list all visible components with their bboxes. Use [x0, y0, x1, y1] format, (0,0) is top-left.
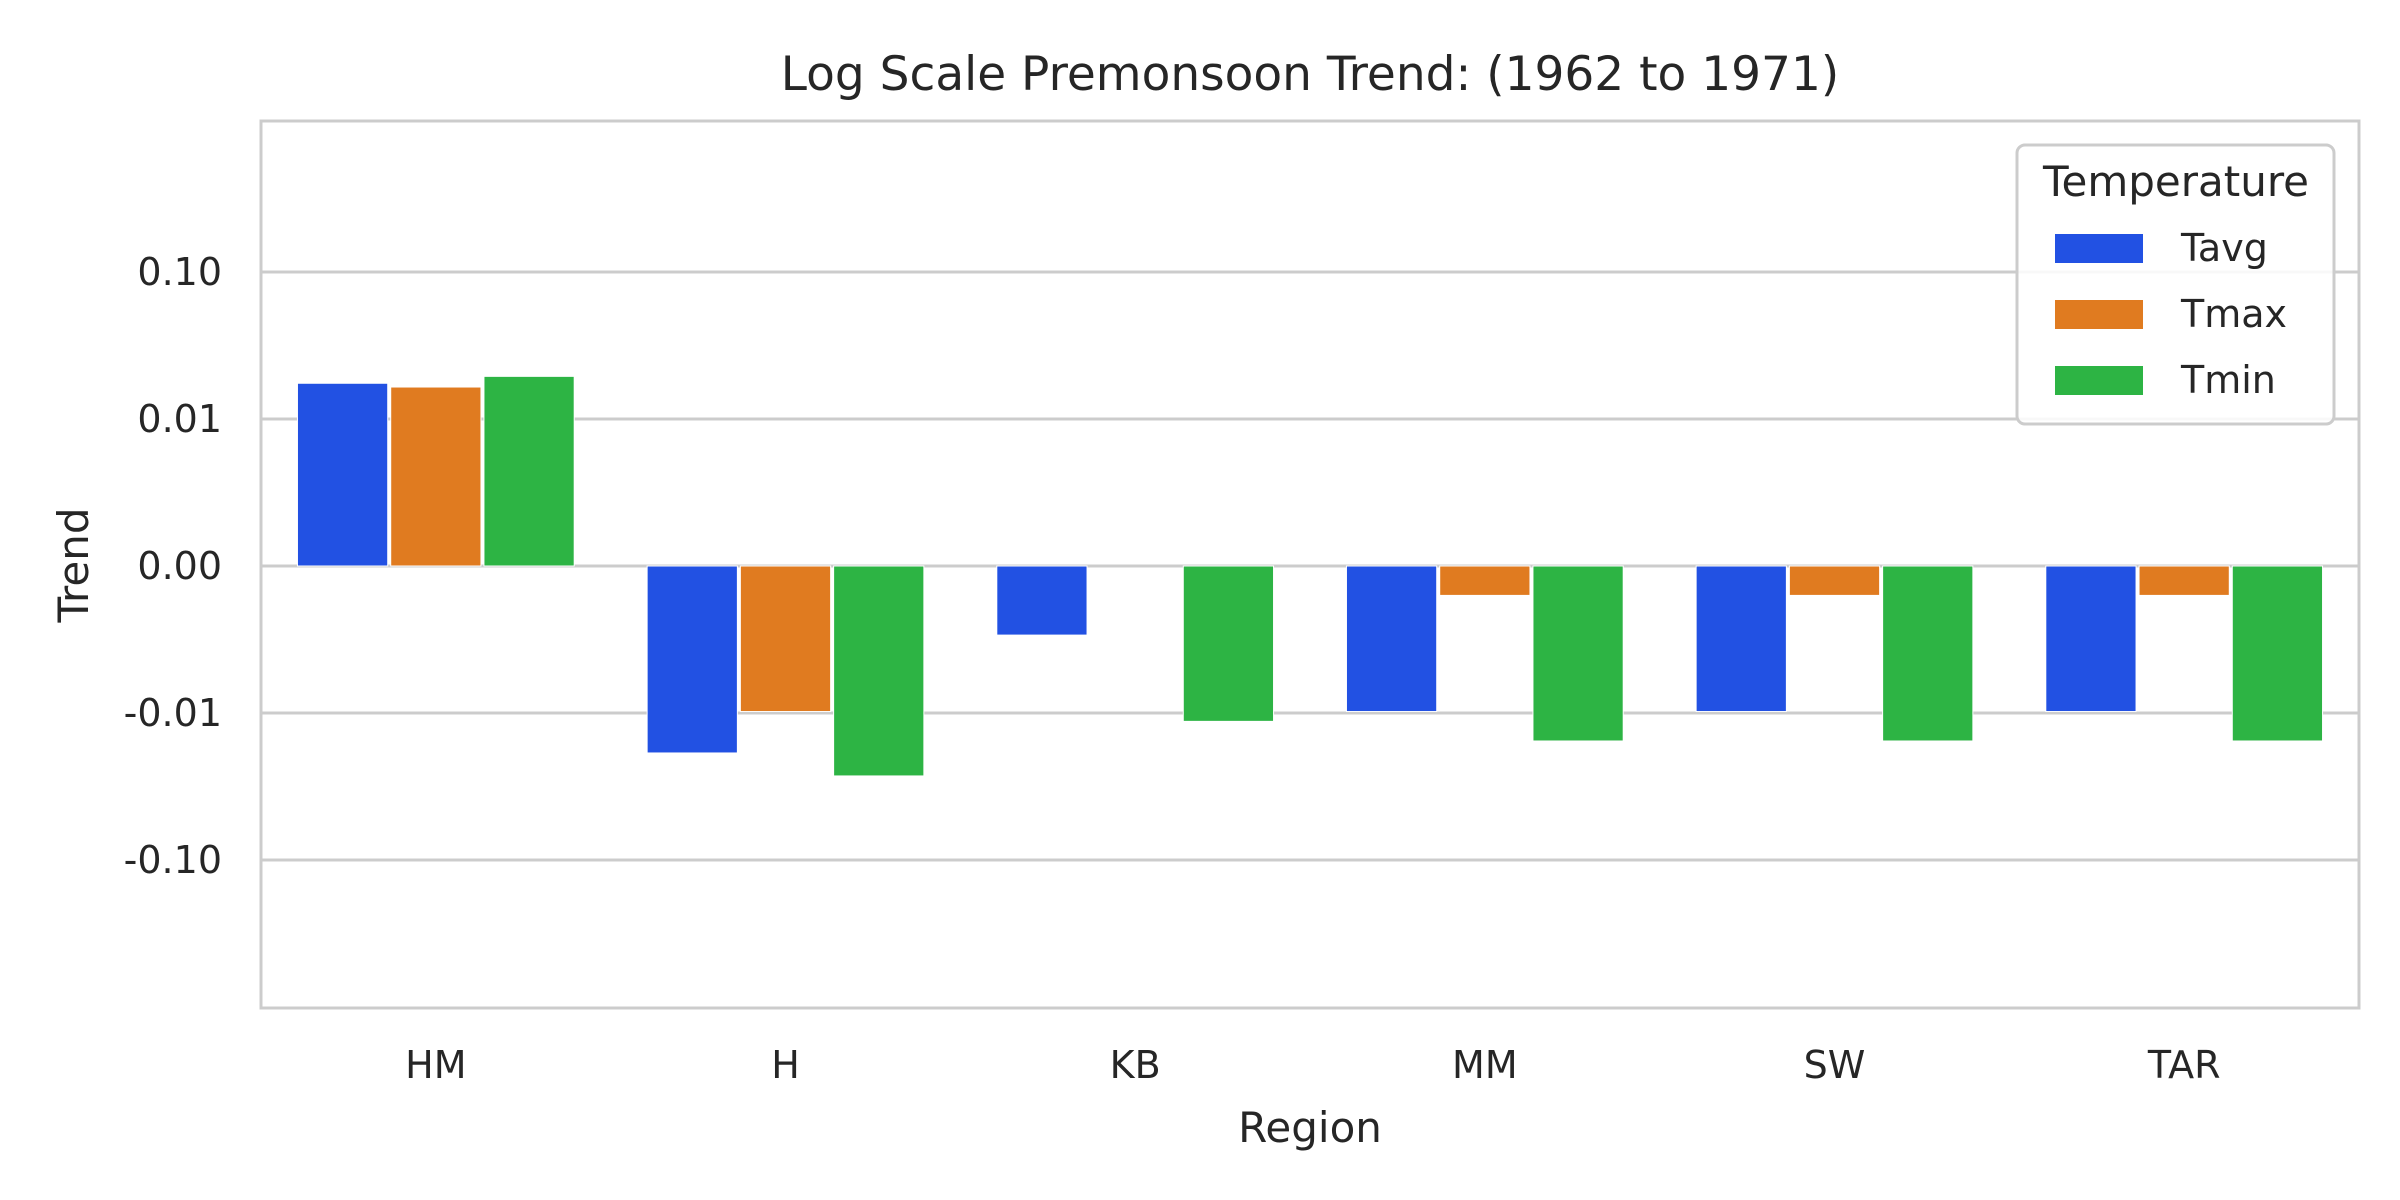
- x-tick-label: KB: [1110, 1043, 1161, 1087]
- legend-label-tmin: Tmin: [2180, 358, 2276, 402]
- bar-tmax-hm: [390, 386, 482, 567]
- x-tick-label: SW: [1804, 1043, 1866, 1087]
- y-axis-label: Trend: [49, 508, 98, 624]
- legend-swatch-tmax: [2055, 300, 2143, 329]
- legend-label-tavg: Tavg: [2180, 226, 2268, 270]
- bar-tmin-h: [833, 565, 925, 777]
- chart-title: Log Scale Premonsoon Trend: (1962 to 197…: [781, 47, 1839, 102]
- y-tick-label: 0.10: [137, 250, 222, 294]
- x-tick-labels: HM H KB MM SW TAR: [405, 1043, 2220, 1087]
- plot-frame: [259, 119, 2361, 1010]
- bar-tavg-h: [646, 565, 738, 754]
- bar-tmin-sw: [1882, 565, 1974, 742]
- bar-tmax-h: [739, 565, 832, 713]
- x-tick-label: TAR: [2147, 1043, 2221, 1087]
- bar-tavg-kb: [996, 565, 1088, 636]
- bar-tmin-tar: [2231, 565, 2324, 742]
- legend-box: [2015, 143, 2336, 426]
- x-axis-label: Region: [1238, 1103, 1382, 1152]
- bar-tavg-sw: [1695, 565, 1787, 713]
- legend-title: Temperature: [2042, 157, 2309, 206]
- bar-tmax-tar: [2138, 565, 2230, 596]
- bars: [296, 375, 2324, 777]
- y-tick-label: 0.01: [137, 397, 222, 441]
- y-tick-label: 0.00: [137, 544, 222, 588]
- legend: Temperature Tavg Tmax Tmin: [2015, 143, 2336, 426]
- legend-swatch-tavg: [2055, 234, 2143, 263]
- x-tick-label: MM: [1452, 1043, 1518, 1087]
- legend-label-tmax: Tmax: [2180, 292, 2287, 336]
- bar-tmin-mm: [1532, 565, 1624, 742]
- y-tick-label: -0.10: [124, 838, 222, 882]
- bar-tmax-mm: [1439, 565, 1531, 596]
- bar-tavg-hm: [296, 382, 389, 567]
- y-tick-label: -0.01: [124, 691, 222, 735]
- bar-tavg-mm: [1345, 565, 1438, 713]
- gridlines: [261, 270, 2359, 862]
- y-tick-labels: 0.10 0.01 0.00 -0.01 -0.10: [124, 250, 222, 882]
- legend-swatch-tmin: [2055, 366, 2143, 395]
- bar-tmin-hm: [483, 375, 575, 567]
- bar-tavg-tar: [2045, 565, 2137, 713]
- bar-tmax-sw: [1788, 565, 1881, 596]
- x-tick-label: H: [771, 1043, 800, 1087]
- x-tick-label: HM: [405, 1043, 466, 1087]
- bar-tmin-kb: [1182, 565, 1275, 722]
